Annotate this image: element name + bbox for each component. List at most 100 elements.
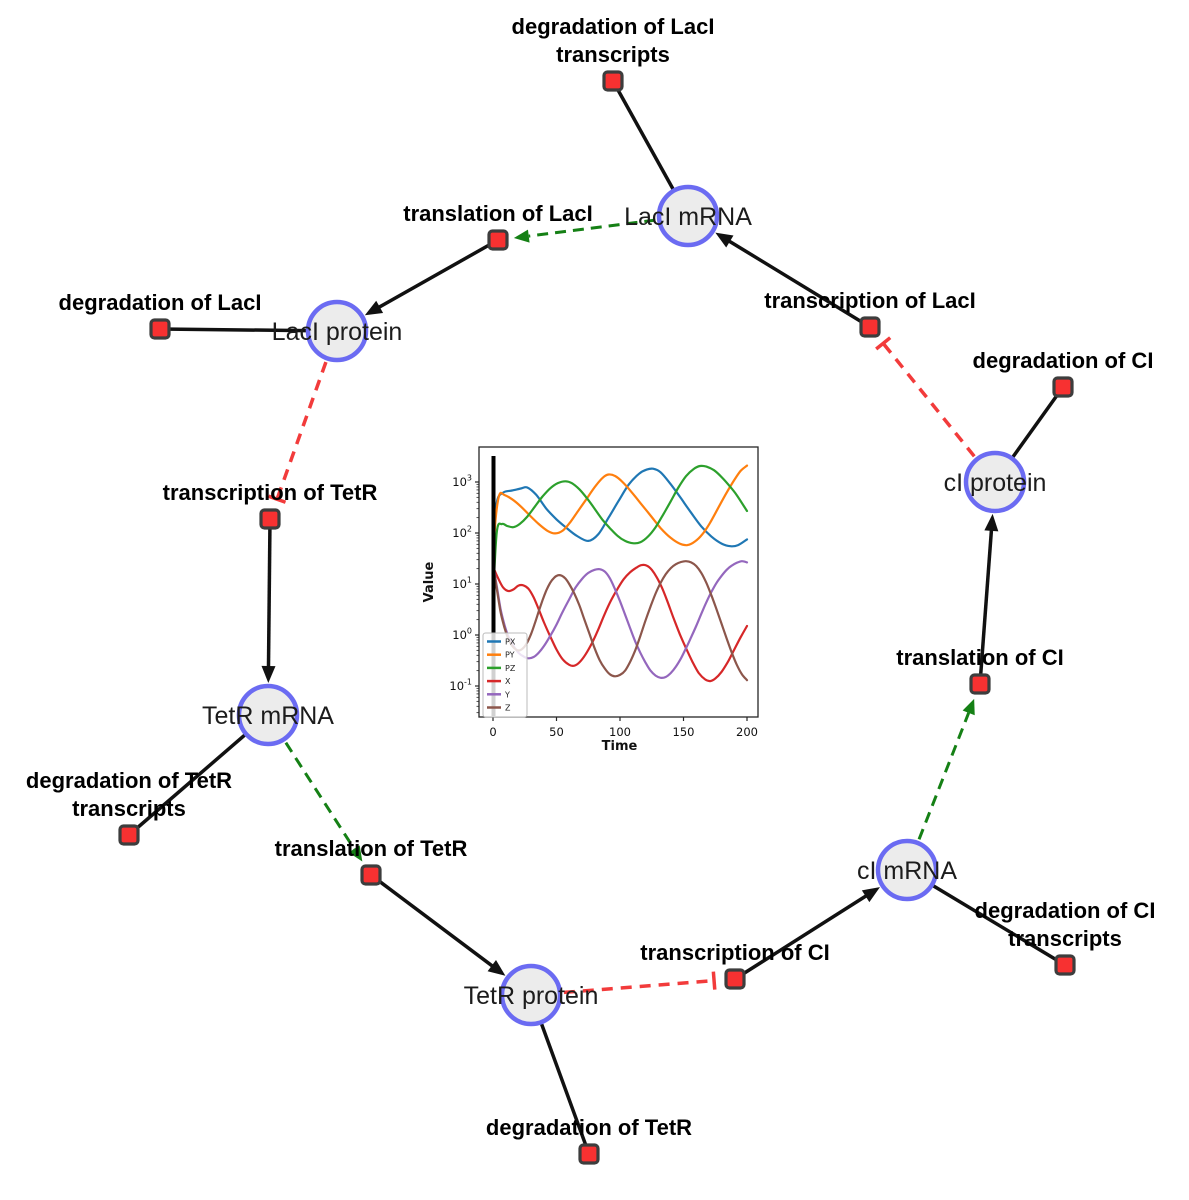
species-node-ci-protein[interactable] — [963, 450, 1027, 514]
plot-curves — [491, 464, 749, 683]
x-tick-label: 150 — [673, 725, 695, 739]
reaction-node-deg-laci[interactable] — [149, 318, 171, 340]
y-tick-exponent: 0 — [467, 627, 472, 636]
reaction-deg-tetr-transcripts: degradation of TetR transcripts — [26, 768, 232, 846]
y-tick-label: 102 — [452, 525, 472, 541]
inhibition-edge-line — [563, 978, 715, 995]
arrowhead-icon — [715, 232, 734, 248]
reaction-translation-tetr: translation of TetR — [275, 836, 468, 886]
x-tick-label: 100 — [609, 725, 631, 739]
modifier-edge-line — [917, 712, 971, 840]
reaction-label-deg-tetr-line0: degradation of TetR — [486, 1115, 692, 1140]
legend-label-Z: Z — [505, 704, 511, 713]
species-node-tetr-protein[interactable] — [499, 963, 563, 1027]
edge-translation-laci-laci-protein — [364, 238, 499, 316]
y-tick-base: 10 — [449, 679, 464, 693]
arrowhead-icon — [861, 887, 880, 903]
species-tetr-protein: TetR protein — [464, 963, 598, 1027]
reaction-transcription-laci: transcription of LacI — [764, 288, 976, 338]
legend-label-PY: PY — [505, 651, 515, 660]
reaction-transcription-tetr: transcription of TetR — [163, 480, 377, 530]
reaction-label-transcription-laci-line0: transcription of LacI — [764, 288, 975, 313]
y-tick-base: 10 — [452, 526, 467, 540]
legend-label-PX: PX — [505, 638, 516, 647]
reaction-node-translation-tetr[interactable] — [360, 864, 382, 886]
y-tick-base: 10 — [452, 628, 467, 642]
reaction-deg-ci-transcripts: degradation of CI transcripts — [975, 898, 1156, 976]
inhibition-tbar-icon — [267, 494, 287, 504]
production-edge-line — [266, 518, 272, 669]
reaction-node-deg-tetr-transcripts[interactable] — [118, 824, 140, 846]
reaction-node-translation-laci[interactable] — [487, 229, 509, 251]
x-tick-label: 50 — [549, 725, 564, 739]
reaction-node-transcription-laci[interactable] — [859, 316, 881, 338]
reaction-deg-ci: degradation of CI — [973, 348, 1153, 398]
species-label-laci-protein: LacI protein — [272, 318, 403, 346]
edge-translation-tetr-tetr-protein — [369, 873, 506, 976]
species-node-laci-protein[interactable] — [305, 299, 369, 363]
inhibition-tbar-icon — [711, 971, 717, 990]
x-tick-label: 200 — [736, 725, 758, 739]
production-edge-line — [377, 238, 499, 310]
modifier-arrowhead-icon — [513, 229, 530, 243]
species-node-tetr-mrna[interactable] — [236, 683, 300, 747]
y-tick-exponent: 3 — [467, 474, 472, 483]
edge-ci-protein-transcription-laci — [875, 336, 976, 458]
reaction-translation-laci: translation of LacI — [403, 201, 593, 251]
series-X — [491, 563, 749, 683]
species-label-laci-mrna: LacI mRNA — [624, 203, 752, 231]
reactions-layer: degradation of LacI transcripts translatio… — [26, 14, 1156, 1165]
modifier-edge-line — [528, 218, 656, 238]
reaction-node-deg-ci[interactable] — [1052, 376, 1074, 398]
value-axis-label: Value — [422, 561, 437, 602]
reaction-node-deg-ci-transcripts[interactable] — [1054, 954, 1076, 976]
y-tick-label: 101 — [452, 576, 472, 592]
reaction-node-transcription-ci[interactable] — [724, 968, 746, 990]
y-tick-label: 10-1 — [449, 678, 472, 694]
legend-label-PZ: PZ — [505, 664, 516, 673]
species-node-ci-mrna[interactable] — [875, 838, 939, 902]
reaction-node-transcription-tetr[interactable] — [259, 508, 281, 530]
reaction-label-deg-laci-line0: degradation of LacI — [59, 290, 262, 315]
species-node-laci-mrna[interactable] — [656, 184, 720, 248]
species-laci-mrna: LacI mRNA — [624, 184, 752, 248]
series-PZ — [491, 464, 749, 601]
reaction-deg-laci: degradation of LacI — [59, 290, 262, 340]
reaction-node-deg-tetr[interactable] — [578, 1143, 600, 1165]
legend-label-X: X — [505, 677, 511, 686]
series-PX — [491, 467, 749, 548]
y-tick-exponent: -1 — [464, 678, 472, 687]
reaction-translation-ci: translation of CI — [896, 645, 1064, 695]
production-edge-line — [978, 528, 994, 685]
edge-laci-mrna-translation-laci — [513, 218, 656, 243]
x-tick-label: 0 — [489, 725, 496, 739]
reaction-node-deg-laci-transcripts[interactable] — [602, 70, 624, 92]
series-Y — [491, 560, 749, 679]
arrowhead-icon — [261, 665, 276, 684]
reaction-label-translation-tetr-line0: translation of TetR — [275, 836, 468, 861]
reaction-label-deg-ci-transcripts-line0: degradation of CI — [975, 898, 1156, 923]
species-laci-protein: LacI protein — [272, 299, 403, 363]
timeseries-plot: 0 50 100 150 20010310210110010-1TimeValuePXP… — [422, 446, 759, 754]
series-Z — [491, 560, 749, 682]
edge-transcription-ci-ci-mrna — [734, 887, 880, 981]
species-tetr-mrna: TetR mRNA — [202, 683, 334, 747]
edge-transcription-tetr-tetr-mrna — [261, 518, 276, 684]
reaction-label-deg-laci-transcripts-line1: transcripts — [556, 42, 670, 67]
y-tick-label: 100 — [452, 627, 472, 643]
time-axis-label: Time — [602, 739, 638, 754]
legend-label-Y: Y — [504, 690, 510, 699]
y-tick-base: 10 — [452, 577, 467, 591]
edge-laci-protein-transcription-tetr — [267, 361, 328, 504]
arrowhead-icon — [364, 300, 384, 316]
reaction-deg-tetr: degradation of TetR — [486, 1115, 692, 1165]
edge-translation-ci-ci-protein — [978, 513, 999, 685]
modifier-edge-line — [284, 741, 356, 850]
reaction-node-translation-ci[interactable] — [969, 673, 991, 695]
reaction-deg-laci-transcripts: degradation of LacI transcripts — [512, 14, 714, 92]
y-tick-exponent: 1 — [467, 576, 472, 585]
species-ci-mrna: cI mRNA — [857, 838, 957, 902]
species-label-ci-mrna: cI mRNA — [857, 857, 957, 885]
reaction-label-deg-tetr-transcripts-line1: transcripts — [72, 796, 186, 821]
